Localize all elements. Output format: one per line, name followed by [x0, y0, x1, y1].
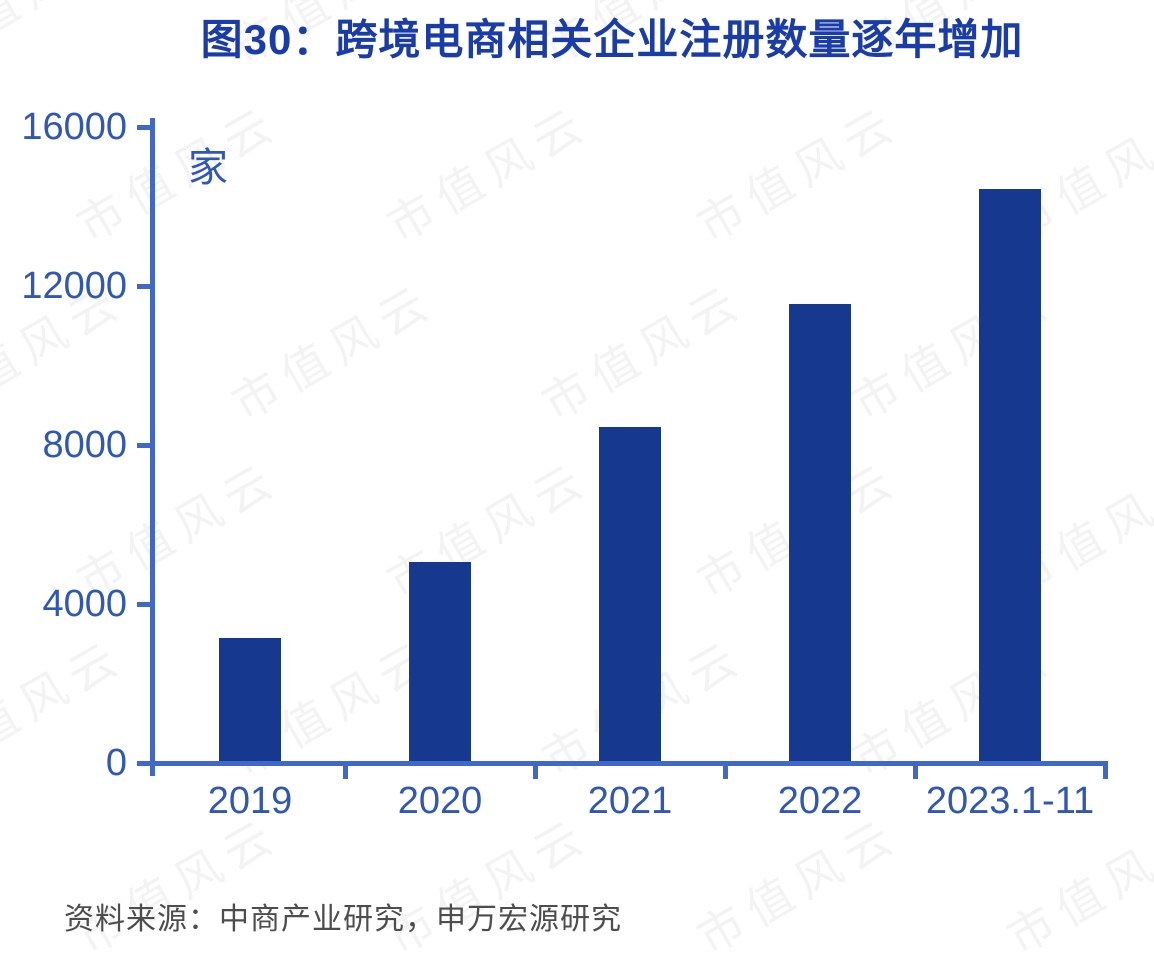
x-tick-3: [723, 766, 728, 779]
x-tick-label-2021: 2021: [587, 780, 673, 822]
bar-2021: [599, 427, 661, 761]
x-tick-label-2019: 2019: [207, 780, 293, 822]
x-tick-2: [533, 766, 538, 779]
y-tick-label-8000: 8000: [42, 424, 127, 466]
watermark-text: 市值风云: [1149, 620, 1154, 789]
bar-2022: [789, 303, 851, 761]
chart-title: 图30：跨境电商相关企业注册数量逐年增加: [200, 16, 1024, 63]
x-tick-label-2023.1-11: 2023.1-11: [925, 780, 1095, 822]
watermark-text: 市值风云: [1149, 264, 1154, 433]
x-tick-1: [343, 766, 348, 779]
bar-chart: 家 0 4000 8000 12000 16000 2019 2020 2021 2022 20…: [21, 106, 1108, 822]
y-tick-16000: [137, 125, 151, 130]
x-tick-5: [1103, 766, 1108, 779]
y-tick-4000: [137, 602, 151, 607]
x-axis-line: [147, 761, 1108, 766]
y-axis-line: [150, 118, 155, 776]
y-tick-label-4000: 4000: [42, 583, 127, 625]
x-tick-label-2022: 2022: [777, 780, 863, 822]
y-tick-label-0: 0: [105, 742, 127, 784]
bar-2019: [219, 637, 281, 761]
y-tick-label-12000: 12000: [21, 265, 127, 307]
y-tick-8000: [137, 443, 151, 448]
y-axis-unit-label: 家: [188, 146, 228, 190]
x-tick-4: [913, 766, 918, 779]
x-tick-label-2020: 2020: [397, 780, 483, 822]
y-tick-0: [137, 761, 151, 766]
y-tick-label-16000: 16000: [21, 106, 127, 148]
y-tick-12000: [137, 284, 151, 289]
source-note: 资料来源：中商产业研究，申万宏源研究: [64, 903, 622, 936]
bar-2023.1-11: [979, 188, 1041, 761]
bar-2020: [409, 562, 471, 761]
